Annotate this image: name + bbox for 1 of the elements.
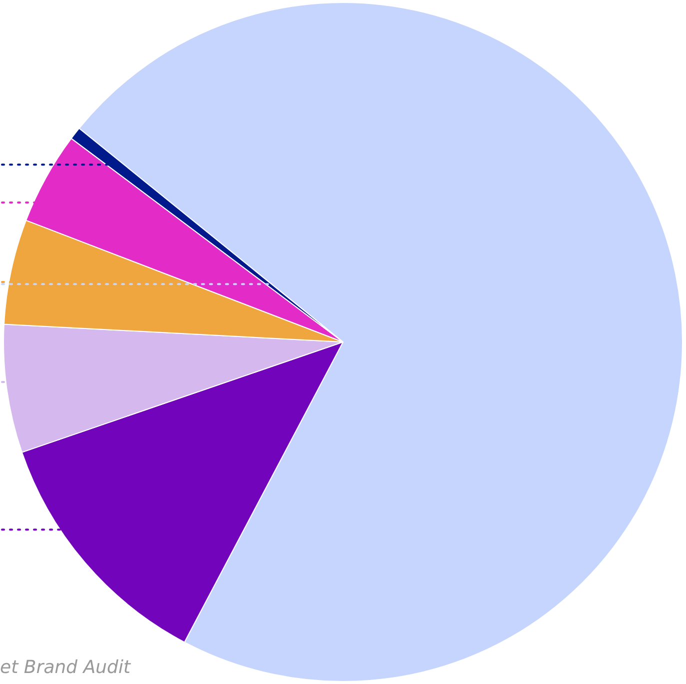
text: et Brand Audit [0, 657, 130, 678]
